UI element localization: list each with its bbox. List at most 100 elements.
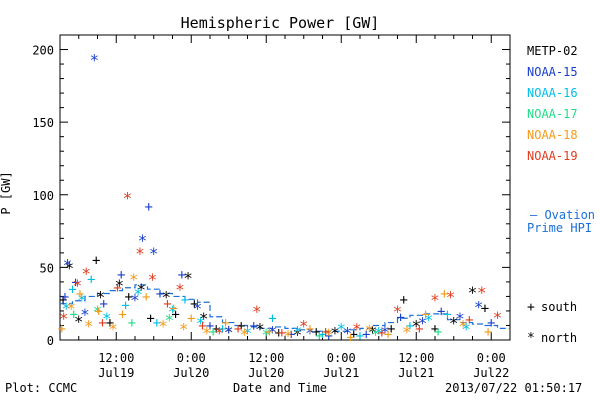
data-point: * <box>458 316 468 335</box>
data-point: * <box>493 308 503 327</box>
data-point: * <box>202 324 212 343</box>
data-point: * <box>133 285 143 304</box>
data-point: * <box>224 322 234 341</box>
x-tick-label: 12:00 <box>98 351 134 365</box>
data-point: * <box>59 309 69 328</box>
data-point: + <box>484 324 492 340</box>
x-tick-sublabel: Jul22 <box>473 366 509 380</box>
data-point: * <box>468 283 478 302</box>
ovation-label-line2: Prime HPI <box>527 221 592 235</box>
data-point: + <box>278 326 286 342</box>
data-point: * <box>130 290 140 309</box>
data-point: + <box>421 307 429 323</box>
data-point: * <box>474 298 484 317</box>
data-point: * <box>411 316 421 335</box>
data-point: + <box>68 282 76 298</box>
data-point: + <box>95 304 103 320</box>
data-point: + <box>156 287 164 303</box>
data-point: + <box>487 316 495 332</box>
data-point: * <box>96 287 106 306</box>
data-point: + <box>170 301 178 317</box>
data-point: + <box>212 321 220 337</box>
data-point: + <box>113 281 121 297</box>
marker-label: north <box>541 331 577 345</box>
data-point: + <box>181 292 189 308</box>
data-point: + <box>237 318 245 334</box>
marker-symbol: + <box>527 300 535 315</box>
data-point: + <box>71 275 79 291</box>
data-point: * <box>477 283 487 302</box>
data-point: + <box>142 289 150 305</box>
y-axis-label: P [GW] <box>0 171 13 214</box>
data-point: + <box>117 268 125 284</box>
data-point: * <box>199 309 209 328</box>
data-point: + <box>221 316 229 332</box>
data-point: * <box>380 322 390 341</box>
data-point: * <box>402 322 412 341</box>
data-point: * <box>330 324 340 343</box>
data-point: + <box>346 330 354 346</box>
data-points: +**+*+*+ *+*+*+*+ * + * + * + * + * ++* + **++*+**++*… <box>58 51 503 346</box>
data-point: * <box>305 324 315 343</box>
data-point: + <box>378 326 386 342</box>
x-tick-sublabel: Jul19 <box>98 366 134 380</box>
data-point: + <box>443 307 451 323</box>
data-point: + <box>128 316 136 332</box>
data-point: * <box>168 302 178 321</box>
data-point: * <box>368 322 378 341</box>
data-point: + <box>146 311 154 327</box>
y-tick-label: 150 <box>32 116 54 130</box>
data-point: + <box>415 321 423 337</box>
data-point: * <box>149 244 159 263</box>
data-point: * <box>374 324 384 343</box>
data-point: + <box>400 292 408 308</box>
data-point: * <box>102 309 112 328</box>
data-point: * <box>175 280 185 299</box>
ovation-hpi-path <box>60 284 510 332</box>
x-tick-sublabel: Jul20 <box>248 366 284 380</box>
data-point: + <box>384 327 392 343</box>
marker-label: south <box>541 300 577 314</box>
data-point: * <box>343 324 353 343</box>
x-tick-sublabel: Jul20 <box>173 366 209 380</box>
data-point: + <box>125 289 133 305</box>
data-point: + <box>362 327 370 343</box>
data-point: + <box>315 329 323 345</box>
data-point: + <box>171 307 179 323</box>
data-point: + <box>178 268 186 284</box>
data-point: + <box>218 321 226 337</box>
data-point: * <box>138 231 148 250</box>
marker-symbol: * <box>527 331 535 346</box>
data-point: + <box>59 292 67 308</box>
data-point: + <box>265 324 273 340</box>
data-point: * <box>268 322 278 341</box>
marker-legend: + south * north <box>527 300 577 346</box>
data-point: + <box>325 329 333 345</box>
data-point: * <box>446 287 456 306</box>
data-point: + <box>234 321 242 337</box>
data-point: * <box>449 314 459 333</box>
data-point: * <box>224 322 234 341</box>
data-point: * <box>90 51 100 70</box>
data-point: * <box>240 325 250 344</box>
data-point: + <box>481 301 489 317</box>
data-point: + <box>106 316 114 332</box>
data-point: + <box>98 316 106 332</box>
data-point: * <box>65 258 75 277</box>
data-point: * <box>93 302 103 321</box>
data-point: * <box>74 312 84 331</box>
data-point: + <box>209 324 217 340</box>
data-point: * <box>148 270 158 289</box>
data-point: * <box>158 316 168 335</box>
data-point: * <box>255 319 265 338</box>
data-point: + <box>190 297 198 313</box>
data-point: * <box>161 287 171 306</box>
legend-entry: METP-02 <box>527 44 578 58</box>
data-point: + <box>187 311 195 327</box>
data-point: + <box>100 297 108 313</box>
data-point: * <box>115 276 125 295</box>
x-tick-label: 12:00 <box>398 351 434 365</box>
data-point: + <box>287 327 295 343</box>
data-point: + <box>61 289 69 305</box>
data-point: + <box>250 318 258 334</box>
